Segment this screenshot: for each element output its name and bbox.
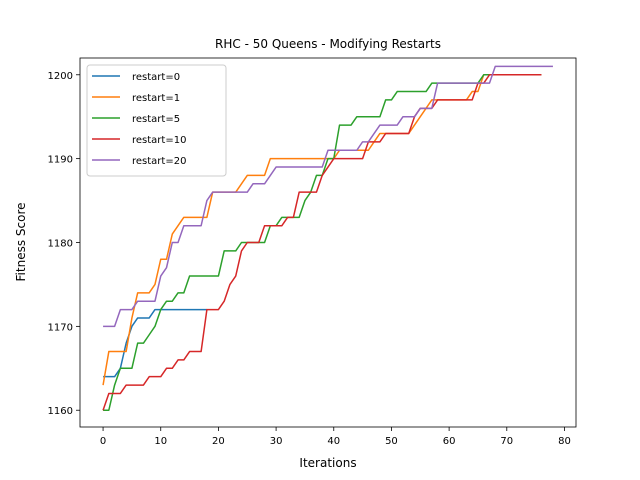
legend-label: restart=1 <box>132 93 180 104</box>
y-tick-label: 1180 <box>48 239 73 250</box>
x-tick-label: 80 <box>558 436 571 447</box>
plot-area <box>102 65 553 411</box>
x-tick-label: 70 <box>500 436 513 447</box>
x-axis-label: Iterations <box>299 456 356 470</box>
legend-label: restart=20 <box>132 156 186 167</box>
x-tick-label: 0 <box>100 436 106 447</box>
legend-label: restart=0 <box>132 72 180 83</box>
y-tick-label: 1160 <box>48 406 73 417</box>
x-tick-label: 50 <box>385 436 398 447</box>
series-line-restart-20 <box>103 65 553 328</box>
x-tick-label: 60 <box>443 436 456 447</box>
series-line-restart-1 <box>102 74 542 386</box>
chart-title: RHC - 50 Queens - Modifying Restarts <box>215 37 441 51</box>
legend-label: restart=5 <box>132 114 180 125</box>
x-tick-label: 30 <box>270 436 283 447</box>
x-tick-label: 20 <box>212 436 225 447</box>
legend-label: restart=10 <box>132 135 186 146</box>
legend-box <box>86 64 227 177</box>
legend: restart=0 restart=1 restart=5 restart=10 res… <box>86 64 227 177</box>
y-tick-label: 1190 <box>48 155 73 166</box>
x-tick-label: 10 <box>154 436 167 447</box>
y-axis: 1160 1170 1180 1190 1200 <box>48 71 80 417</box>
x-tick-label: 40 <box>327 436 340 447</box>
y-tick-label: 1170 <box>48 322 73 333</box>
y-axis-label: Fitness Score <box>14 203 28 282</box>
series-line-restart-10 <box>102 74 542 411</box>
y-tick-label: 1200 <box>48 71 73 82</box>
x-axis: 0 10 20 30 40 50 60 70 80 <box>100 427 571 447</box>
